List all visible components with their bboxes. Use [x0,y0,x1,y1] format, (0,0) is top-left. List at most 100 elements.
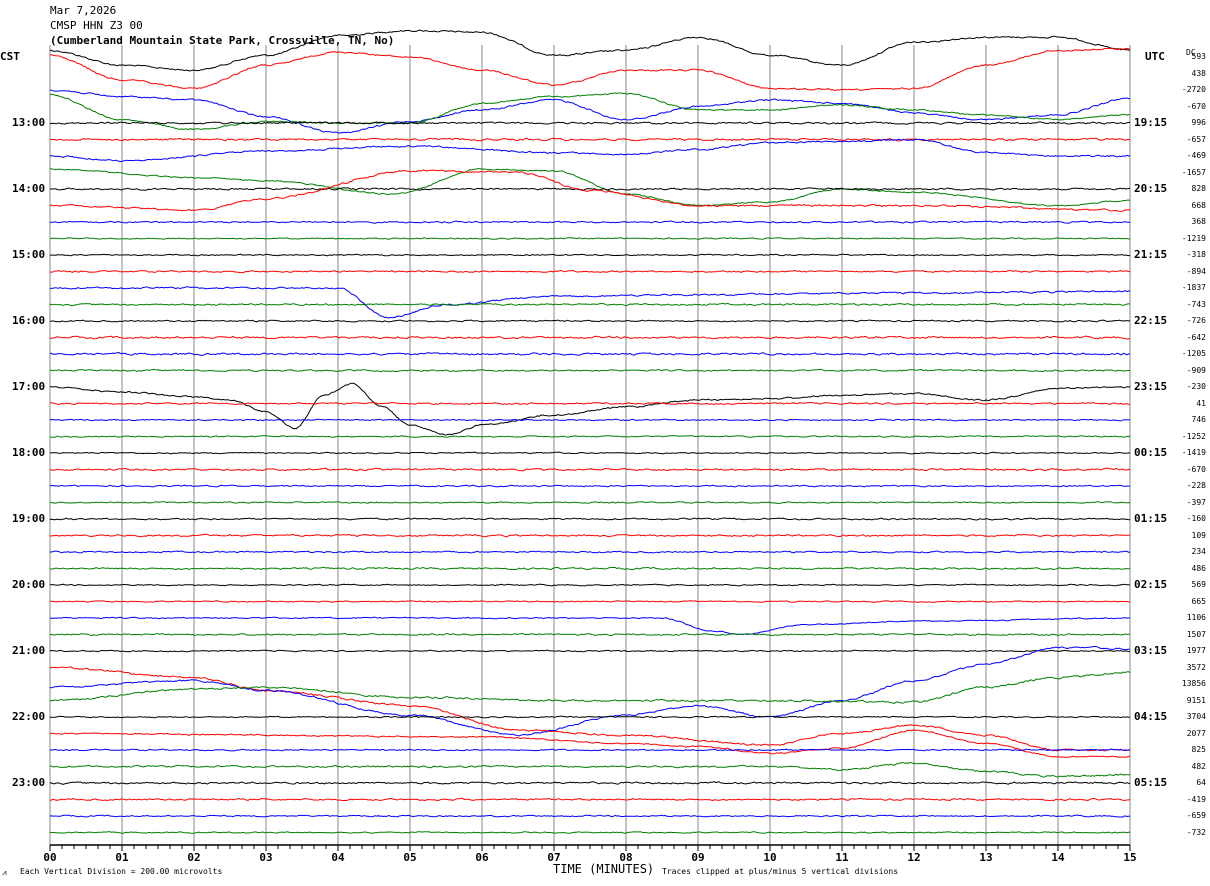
clip-note: Traces clipped at plus/minus 5 vertical … [662,867,899,876]
dc-offset: 2077 [1186,728,1206,738]
cst-hour-label: 15:00 [12,248,46,261]
dc-offset: -1219 [1181,233,1206,243]
dc-offset: -642 [1186,332,1206,342]
dc-offset: 234 [1191,547,1206,556]
trace-6 [49,138,1131,163]
dc-offset: 569 [1191,580,1206,589]
cst-hour-label: 17:00 [12,380,46,393]
dc-offset: -419 [1186,794,1206,804]
trace-20 [49,382,1131,436]
cst-hour-label: 23:00 [12,776,46,789]
dc-offset: -743 [1186,299,1206,309]
dc-offset: 3572 [1186,662,1206,672]
dc-offset: -160 [1186,514,1206,523]
trace-45 [50,797,1131,802]
dc-offset: 1977 [1186,646,1206,655]
dc-offset: -318 [1186,250,1206,259]
dc-offset: -726 [1186,316,1206,325]
trace-0 [49,29,1131,72]
dc-offset: -397 [1186,497,1206,507]
dc-offset: -657 [1186,134,1206,144]
dc-offset: -670 [1186,464,1206,474]
dc-offset: -909 [1186,365,1206,375]
dc-offset: 368 [1191,217,1206,226]
trace-26 [49,484,1130,488]
dc-offset: 41 [1196,398,1206,408]
trace-29 [49,533,1131,538]
trace-18 [49,351,1131,356]
trace-4 [50,121,1131,125]
x-tick-label: 07 [547,851,561,864]
date-label: Mar 7,2026 [50,4,117,17]
dc-offset: 1106 [1186,613,1206,622]
minute-gridlines [49,45,1131,845]
utc-hour-label: 21:15 [1134,248,1168,261]
dc-offset: -894 [1186,266,1206,276]
dc-offset: -1205 [1181,349,1206,358]
trace-36 [49,649,1131,653]
dc-offset: -469 [1186,151,1206,160]
scale-note: Each Vertical Division = 200.00 microvol… [20,867,223,876]
x-tick-label: 15 [1123,851,1137,864]
trace-13 [49,269,1131,274]
dc-offset: 593 [1191,52,1206,61]
trace-41 [49,729,1131,758]
trace-3 [49,92,1131,131]
trace-10 [49,220,1131,224]
x-tick-label: 08 [619,851,633,864]
trace-9 [49,169,1131,212]
trace-22 [49,418,1131,422]
trace-34 [50,616,1131,635]
utc-hour-label: 05:15 [1134,776,1168,789]
utc-hour-label: 04:15 [1134,710,1168,723]
x-tick-label: 10 [763,851,777,864]
trace-37 [49,666,1131,752]
right-timezone-label: UTC [1145,50,1165,63]
trace-17 [50,335,1131,340]
time-axis [49,844,1131,851]
x-axis-label: TIME (MINUTES) [553,862,655,876]
location-label: (Cumberland Mountain State Park, Crossvi… [50,34,395,47]
dc-offset: -732 [1186,827,1206,837]
cst-hour-label: 22:00 [12,710,46,723]
trace-8 [49,187,1131,191]
x-tick-label: 04 [331,851,345,864]
trace-25 [49,467,1131,472]
trace-39 [49,671,1131,704]
utc-hour-label: 01:15 [1134,512,1168,525]
trace-2 [49,89,1131,134]
dc-offset: 109 [1191,530,1206,540]
trace-42 [49,748,1131,752]
trace-47 [49,831,1131,834]
trace-5 [49,137,1131,142]
trace-46 [49,814,1131,818]
dc-offset: 9151 [1186,695,1206,705]
trace-33 [49,600,1131,603]
trace-11 [49,237,1131,240]
seismic-traces [49,29,1131,834]
trace-32 [49,583,1131,587]
trace-12 [49,253,1131,257]
trace-35 [49,632,1131,637]
trace-16 [49,319,1131,323]
trace-21 [49,401,1131,406]
trace-1 [49,47,1131,92]
trace-23 [49,435,1131,438]
dc-label: DC [1186,48,1196,57]
dc-offset: -1419 [1181,448,1206,457]
dc-offset: -2720 [1181,85,1206,94]
trace-15 [49,302,1131,307]
dc-offset: 438 [1191,68,1206,78]
dc-offset: 1507 [1186,629,1206,639]
scale-mark-icon: ⩘ [2,868,7,877]
dc-offset: -230 [1186,382,1206,391]
trace-7 [49,168,1131,207]
utc-hour-label: 20:15 [1134,182,1168,195]
dc-offset: 668 [1191,200,1206,210]
trace-44 [49,781,1131,785]
dc-offset: -670 [1186,101,1206,111]
utc-hour-label: 02:15 [1134,578,1168,591]
dc-offset: 828 [1191,184,1206,193]
dc-offset: -659 [1186,811,1206,820]
trace-43 [49,761,1131,778]
